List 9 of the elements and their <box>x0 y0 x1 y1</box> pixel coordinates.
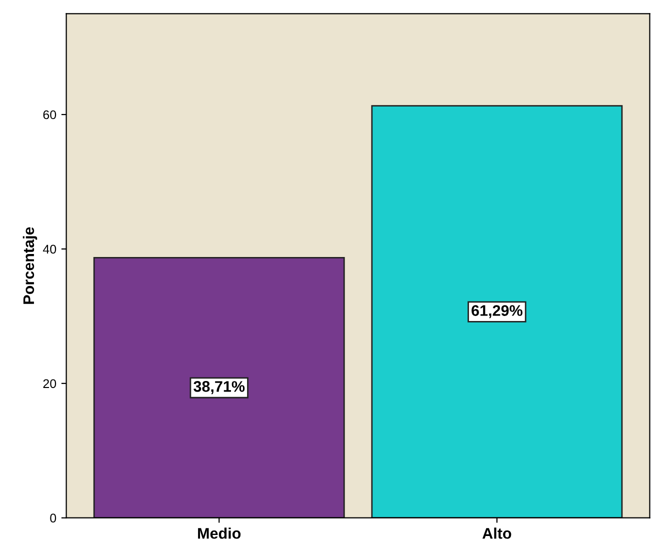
y-tick-label: 20 <box>43 379 56 388</box>
data-label: 61,29% <box>472 305 522 318</box>
x-tick-label: Medio <box>198 528 241 539</box>
y-tick-label: 60 <box>43 110 56 120</box>
y-tick-label: 40 <box>42 244 56 254</box>
y-tick-label: 0 <box>50 514 56 523</box>
x-tick-label: Alto <box>482 528 512 539</box>
data-label: 38,71% <box>194 381 245 394</box>
y-axis-title: Porcentaje <box>22 227 38 304</box>
